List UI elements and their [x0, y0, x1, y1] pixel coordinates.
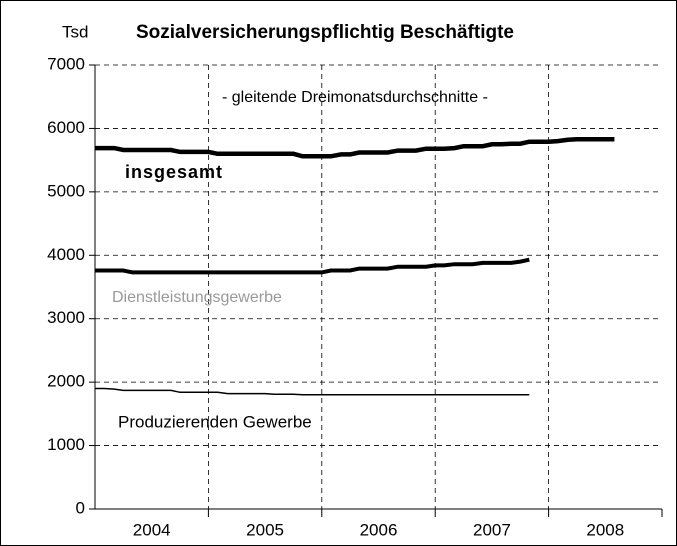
series-label: Produzierenden Gewerbe: [118, 412, 312, 431]
subtitle: - gleitende Dreimonatsdurchschnitte -: [222, 89, 488, 106]
series-line: [95, 136, 615, 159]
x-tick-label: 2005: [246, 520, 284, 539]
x-tick-label: 2006: [360, 520, 398, 539]
y-tick-label: 5000: [47, 181, 85, 200]
chart-title: Sozialversicherungspflichtig Beschäftigt…: [136, 22, 514, 43]
unit-label: Tsd: [62, 22, 88, 41]
y-tick-label: 4000: [47, 245, 85, 264]
y-tick-label: 7000: [47, 54, 85, 73]
series-label: Dienstleistungsgewerbe: [112, 289, 282, 306]
x-tick-label: 2004: [133, 520, 171, 539]
series-label: insgesamt: [125, 162, 223, 182]
series-line: [95, 257, 530, 275]
y-tick-label: 0: [76, 498, 85, 517]
x-tick-label: 2007: [473, 520, 511, 539]
y-tick-label: 2000: [47, 372, 85, 391]
y-tick-label: 6000: [47, 118, 85, 137]
y-tick-label: 3000: [47, 308, 85, 327]
series-line: [95, 387, 530, 396]
x-tick-label: 2008: [586, 520, 624, 539]
y-tick-label: 1000: [47, 435, 85, 454]
